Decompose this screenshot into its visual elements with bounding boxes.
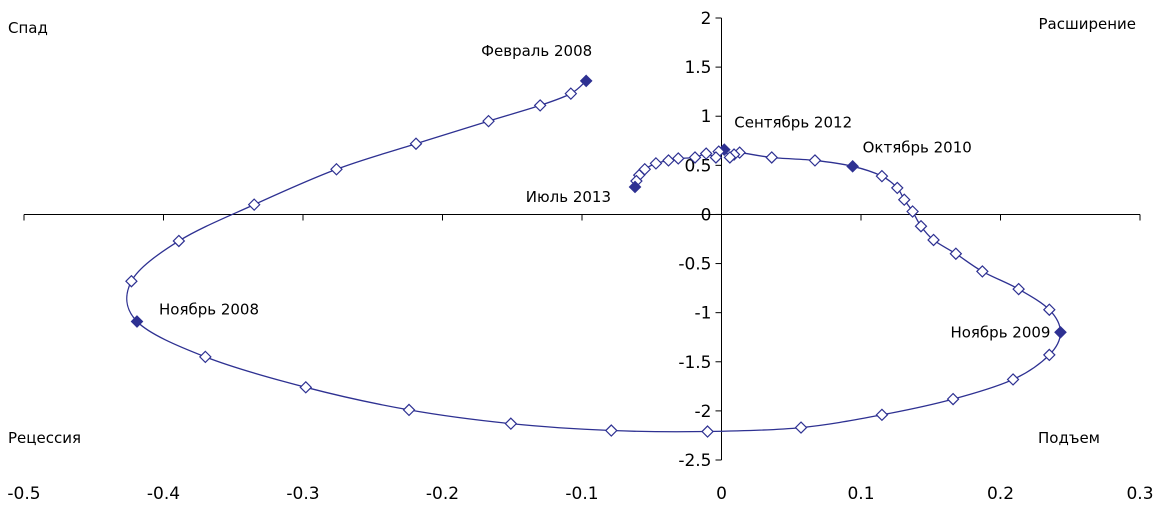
data-point	[482, 114, 495, 128]
data-point	[723, 151, 737, 164]
data-point	[1012, 282, 1025, 296]
quadrant-label-top-left: Спад	[8, 19, 48, 37]
quadrant-label-bottom-right: Подъем	[1038, 429, 1100, 447]
data-point	[701, 425, 714, 438]
data-point	[914, 219, 928, 233]
x-tick-label: 0.1	[847, 484, 874, 504]
data-point	[1042, 303, 1056, 317]
y-tick-label: -2.5	[678, 451, 711, 471]
labels-layer: Февраль 2008 Ноябрь 2008 Ноябрь 2009 Октябр…	[159, 42, 1050, 341]
data-point	[247, 198, 261, 211]
data-point	[699, 147, 713, 160]
data-point	[299, 380, 313, 394]
x-tick-label: 0.3	[1126, 484, 1153, 504]
y-tick-label: 0	[701, 205, 712, 225]
data-point	[533, 99, 547, 112]
data-point	[688, 151, 702, 164]
data-point	[662, 154, 675, 167]
data-point	[125, 274, 138, 288]
annotation-label: Июль 2013	[526, 188, 611, 206]
data-point	[172, 234, 186, 248]
data-point	[927, 233, 940, 247]
data-point	[504, 417, 518, 431]
data-point	[794, 421, 808, 434]
y-tick-label: -1	[695, 304, 712, 324]
data-point	[765, 151, 779, 164]
data-point	[1042, 348, 1056, 362]
data-point-highlighted	[579, 74, 593, 88]
x-tick-label: -0.2	[426, 484, 459, 504]
data-point	[890, 181, 904, 195]
annotation-label: Сентябрь 2012	[734, 114, 852, 132]
annotation-label: Октябрь 2010	[863, 138, 972, 156]
x-tick-label: 0	[716, 484, 727, 504]
y-tick-label: 1.5	[684, 58, 711, 78]
annotation-label: Февраль 2008	[481, 42, 592, 60]
annotation-label: Ноябрь 2008	[159, 301, 259, 319]
series-layer	[126, 80, 1062, 433]
data-point	[897, 193, 911, 207]
x-tick-label: -0.3	[286, 484, 319, 504]
series-line	[126, 80, 1062, 433]
y-tick-label: -2	[695, 402, 712, 422]
data-point	[949, 247, 963, 261]
data-point-highlighted	[628, 180, 642, 194]
y-tick-label: -0.5	[678, 255, 711, 275]
data-point	[402, 403, 416, 417]
y-tick-label: 2	[701, 9, 712, 29]
data-point	[199, 350, 212, 364]
data-point-highlighted	[130, 315, 144, 328]
data-point	[564, 87, 578, 100]
axes: -0.5 -0.4 -0.3 -0.2 -0.1 0 0.1 0.2 0.321.510.50-…	[7, 9, 1153, 504]
data-point	[875, 408, 889, 422]
data-point	[906, 205, 919, 218]
data-point	[946, 392, 960, 406]
annotation-label: Ноябрь 2009	[950, 323, 1050, 341]
y-tick-label: -1.5	[678, 353, 711, 373]
data-point	[671, 152, 685, 165]
data-point	[330, 162, 343, 176]
data-point	[709, 151, 723, 164]
x-tick-label: -0.5	[7, 484, 40, 504]
quadrant-label-bottom-left: Рецессия	[8, 429, 81, 447]
data-point	[875, 169, 889, 183]
x-tick-label: -0.4	[147, 484, 180, 504]
x-tick-label: -0.1	[565, 484, 598, 504]
data-point	[409, 137, 423, 151]
data-point	[649, 157, 663, 170]
y-tick-label: 0.5	[684, 156, 711, 176]
data-point	[1006, 373, 1020, 386]
x-tick-label: 0.2	[987, 484, 1014, 504]
data-point	[604, 424, 618, 437]
data-point	[808, 154, 822, 167]
quadrant-label-top-right: Расширение	[1039, 15, 1137, 33]
data-point-highlighted	[1054, 325, 1067, 339]
data-point-highlighted	[846, 159, 859, 173]
markers-layer	[125, 74, 1067, 438]
y-tick-label: 1	[701, 107, 712, 127]
data-point	[976, 265, 989, 278]
